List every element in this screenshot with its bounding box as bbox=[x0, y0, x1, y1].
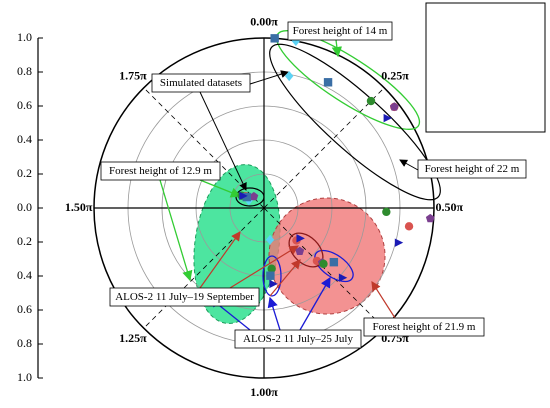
arrow bbox=[199, 179, 242, 198]
point bbox=[249, 191, 259, 201]
point bbox=[295, 246, 305, 255]
point bbox=[265, 234, 275, 245]
arrow bbox=[299, 276, 331, 331]
point bbox=[425, 213, 435, 223]
arrow bbox=[399, 159, 419, 171]
point bbox=[366, 96, 376, 106]
arrow bbox=[159, 179, 193, 282]
point bbox=[382, 207, 391, 217]
point bbox=[242, 192, 251, 202]
point bbox=[323, 78, 333, 87]
angle-label: 1.25π bbox=[119, 331, 147, 345]
point bbox=[404, 222, 414, 231]
point bbox=[267, 264, 276, 273]
y-tick-label: 0.2 bbox=[17, 166, 32, 180]
y-tick-label: 0.8 bbox=[17, 336, 32, 350]
y-tick-label: 0.4 bbox=[17, 132, 32, 146]
arrows bbox=[159, 39, 419, 331]
outline bbox=[314, 249, 354, 283]
arrow bbox=[269, 259, 301, 297]
point bbox=[383, 113, 392, 123]
point bbox=[338, 273, 348, 282]
arrow bbox=[371, 280, 396, 319]
annotation-box bbox=[417, 159, 527, 179]
annotation: Forest height of 22 m bbox=[425, 163, 520, 175]
point bbox=[394, 238, 404, 247]
annotation-box bbox=[287, 21, 393, 41]
y-tick-label: 0.4 bbox=[17, 268, 32, 282]
y-tick-label: 1.0 bbox=[17, 30, 32, 44]
point bbox=[389, 102, 399, 111]
grid-spoke bbox=[143, 207, 265, 329]
point bbox=[270, 34, 279, 43]
arrow bbox=[199, 91, 247, 191]
point bbox=[266, 271, 275, 280]
angle-label: 0.50π bbox=[436, 200, 464, 214]
annotation: ALOS-2 11 July–19 September bbox=[115, 291, 254, 303]
annotation: ALOS-2 11 July–25 July bbox=[243, 333, 353, 345]
annotation-box bbox=[151, 73, 251, 93]
annotation: Forest height of 21.9 m bbox=[373, 321, 476, 333]
y-tick-label: 1.0 bbox=[17, 370, 32, 384]
annotation: Forest height of 14 m bbox=[293, 25, 388, 37]
point bbox=[296, 234, 305, 243]
annotation: Forest height of 12.9 m bbox=[109, 165, 212, 177]
annotation-box bbox=[234, 329, 362, 349]
point bbox=[329, 257, 339, 267]
point bbox=[239, 191, 248, 201]
red-region bbox=[268, 197, 386, 315]
arrow bbox=[229, 245, 300, 289]
annotation-box bbox=[109, 287, 260, 307]
angle-label: 0.25π bbox=[381, 69, 409, 83]
arrow bbox=[331, 39, 343, 58]
y-tick-label: 0.6 bbox=[17, 98, 32, 112]
point bbox=[269, 279, 278, 289]
outline bbox=[262, 255, 282, 297]
annotation-box bbox=[100, 161, 221, 181]
point bbox=[319, 259, 328, 269]
y-tick-label: 0.2 bbox=[17, 234, 32, 248]
angle-label: 1.50π bbox=[65, 200, 93, 214]
grid bbox=[37, 37, 435, 379]
y-tick-label: 0.0 bbox=[17, 200, 32, 214]
y-tick-label: 0.6 bbox=[17, 302, 32, 316]
arrow bbox=[249, 70, 289, 85]
grid-spoke bbox=[263, 207, 385, 329]
y-tick-label: 0.8 bbox=[17, 64, 32, 78]
point bbox=[284, 71, 294, 82]
arrow bbox=[199, 231, 241, 289]
angle-label: 0.00π bbox=[250, 14, 278, 28]
angle-label: 1.75π bbox=[119, 69, 147, 83]
arrow bbox=[267, 296, 281, 331]
grid-spoke bbox=[263, 87, 385, 209]
angle-label: 1.00π bbox=[250, 385, 278, 399]
annotation: Simulated datasets bbox=[160, 77, 242, 89]
legend-box bbox=[425, 2, 546, 133]
annotation-box bbox=[363, 317, 485, 337]
